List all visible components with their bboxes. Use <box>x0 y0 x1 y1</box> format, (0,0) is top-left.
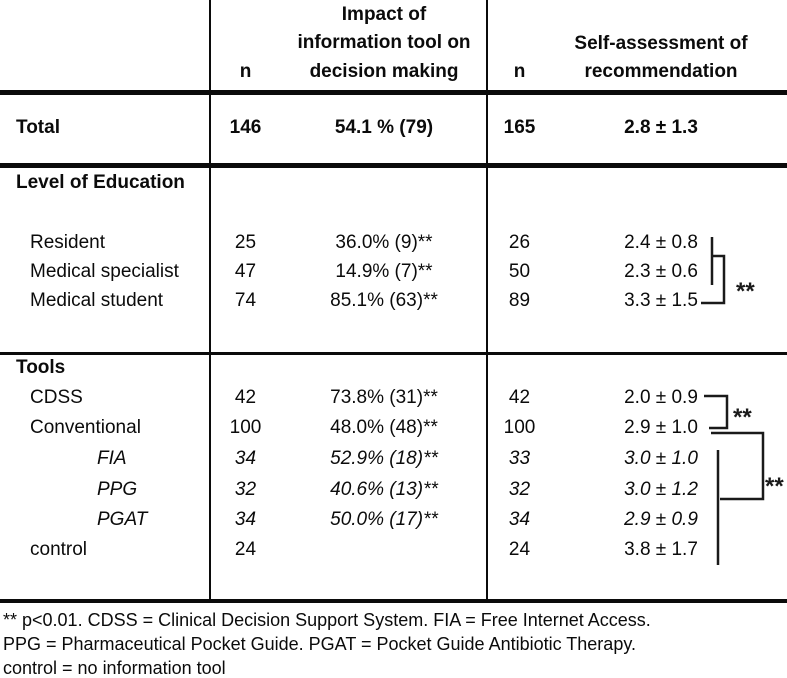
cell-impact-value: 14.9% (7)** <box>335 261 433 282</box>
cell-impact-value <box>281 535 487 565</box>
col-header-impact-line2: information tool on <box>297 32 471 53</box>
cell-impact-value: 54.1 % (79) <box>334 117 434 138</box>
footnote-line: ** p<0.01. CDSS = Clinical Decision Supp… <box>3 610 651 630</box>
row-label: Conventional <box>30 417 141 438</box>
cell-self-value: 2.9 ± 0.9 <box>624 509 698 530</box>
section-label: Tools <box>16 357 66 378</box>
cell-self-value: 3.8 ± 1.7 <box>624 539 698 560</box>
col-header-n1: n <box>239 61 252 82</box>
table-footnotes: ** p<0.01. CDSS = Clinical Decision Supp… <box>3 608 783 678</box>
cell-n-impact: 42 <box>234 387 257 408</box>
column-divider-left <box>209 0 211 600</box>
cell-n-impact: 47 <box>234 261 257 282</box>
table-row-cdss: CDSS 42 73.8% (31)** 42 2.0 ± 0.9 <box>0 383 787 413</box>
table-row-resident: Resident 25 36.0% (9)** 26 2.4 ± 0.8 <box>0 228 787 258</box>
cell-n-impact: 74 <box>234 290 257 311</box>
cell-n-impact: 24 <box>234 539 257 560</box>
cell-impact-value: 52.9% (18)** <box>330 448 438 469</box>
col-header-self-line1: Self-assessment of <box>574 33 748 54</box>
cell-n-self: 100 <box>503 417 536 438</box>
cell-n-impact: 34 <box>234 448 257 469</box>
cell-n-self: 50 <box>508 261 531 282</box>
row-label: PPG <box>97 479 138 500</box>
footnote-line: PPG = Pharmaceutical Pocket Guide. PGAT … <box>3 634 636 654</box>
cell-n-self: 24 <box>508 539 531 560</box>
cell-self-value: 3.3 ± 1.5 <box>624 290 698 311</box>
table-row-ppg: PPG 32 40.6% (13)** 32 3.0 ± 1.2 <box>0 475 787 505</box>
cell-n-self: 33 <box>508 448 531 469</box>
cell-n-impact: 25 <box>234 232 257 253</box>
table-row-medical-student: Medical student 74 85.1% (63)** 89 3.3 ±… <box>0 286 787 316</box>
cell-n-self: 34 <box>508 509 531 530</box>
rule-below-header <box>0 90 787 95</box>
cell-impact-value: 40.6% (13)** <box>330 479 438 500</box>
row-label: CDSS <box>30 387 83 408</box>
cell-n-self: 26 <box>508 232 531 253</box>
col-header-impact-line3: decision making <box>309 61 459 82</box>
row-label: Total <box>16 117 60 138</box>
table-row-fia: FIA 34 52.9% (18)** 33 3.0 ± 1.0 <box>0 444 787 474</box>
row-label: PGAT <box>97 509 148 530</box>
cell-n-impact: 100 <box>229 417 262 438</box>
rule-below-total <box>0 163 787 168</box>
cell-n-self: 32 <box>508 479 531 500</box>
cell-n-self: 42 <box>508 387 531 408</box>
row-label: Medical student <box>30 290 164 311</box>
cell-n-impact: 32 <box>234 479 257 500</box>
col-header-impact-line1: Impact of <box>341 4 427 25</box>
rule-table-bottom <box>0 599 787 603</box>
cell-n-impact: 146 <box>229 117 262 138</box>
cell-impact-value: 48.0% (48)** <box>330 417 438 438</box>
col-header-n2: n <box>513 61 526 82</box>
cell-impact-value: 36.0% (9)** <box>335 232 433 253</box>
cell-impact-value: 73.8% (31)** <box>330 387 438 408</box>
table-row-section-education: Level of Education <box>0 168 787 198</box>
table-row-section-tools: Tools <box>0 353 787 383</box>
row-label: Resident <box>30 232 105 253</box>
column-divider-right <box>486 0 488 600</box>
table-row-total: Total 146 54.1 % (79) 165 2.8 ± 1.3 <box>0 113 787 143</box>
cell-self-value: 2.4 ± 0.8 <box>624 232 698 253</box>
row-label: Medical specialist <box>30 261 179 282</box>
rule-above-tools <box>0 352 787 355</box>
cell-impact-value: 85.1% (63)** <box>330 290 438 311</box>
cell-self-value: 3.0 ± 1.2 <box>624 479 698 500</box>
table-row-pgat: PGAT 34 50.0% (17)** 34 2.9 ± 0.9 <box>0 505 787 535</box>
cell-impact-value: 50.0% (17)** <box>330 509 438 530</box>
table-row-control: control 24 24 3.8 ± 1.7 <box>0 535 787 565</box>
cell-n-impact: 34 <box>234 509 257 530</box>
footnote-line: control = no information tool <box>3 658 226 678</box>
row-label: control <box>30 539 88 560</box>
col-header-self-line2: recommendation <box>584 61 738 82</box>
cell-n-self: 89 <box>508 290 531 311</box>
cell-self-value: 2.0 ± 0.9 <box>624 387 698 408</box>
table-row-conventional: Conventional 100 48.0% (48)** 100 2.9 ± … <box>0 413 787 443</box>
cell-self-value: 2.3 ± 0.6 <box>624 261 698 282</box>
cell-self-value: 2.8 ± 1.3 <box>624 117 698 138</box>
section-label: Level of Education <box>16 172 185 193</box>
table-row-medical-specialist: Medical specialist 47 14.9% (7)** 50 2.3… <box>0 257 787 287</box>
cell-self-value: 2.9 ± 1.0 <box>624 417 698 438</box>
cell-n-self: 165 <box>503 117 536 138</box>
row-label: FIA <box>97 448 127 469</box>
cell-self-value: 3.0 ± 1.0 <box>624 448 698 469</box>
